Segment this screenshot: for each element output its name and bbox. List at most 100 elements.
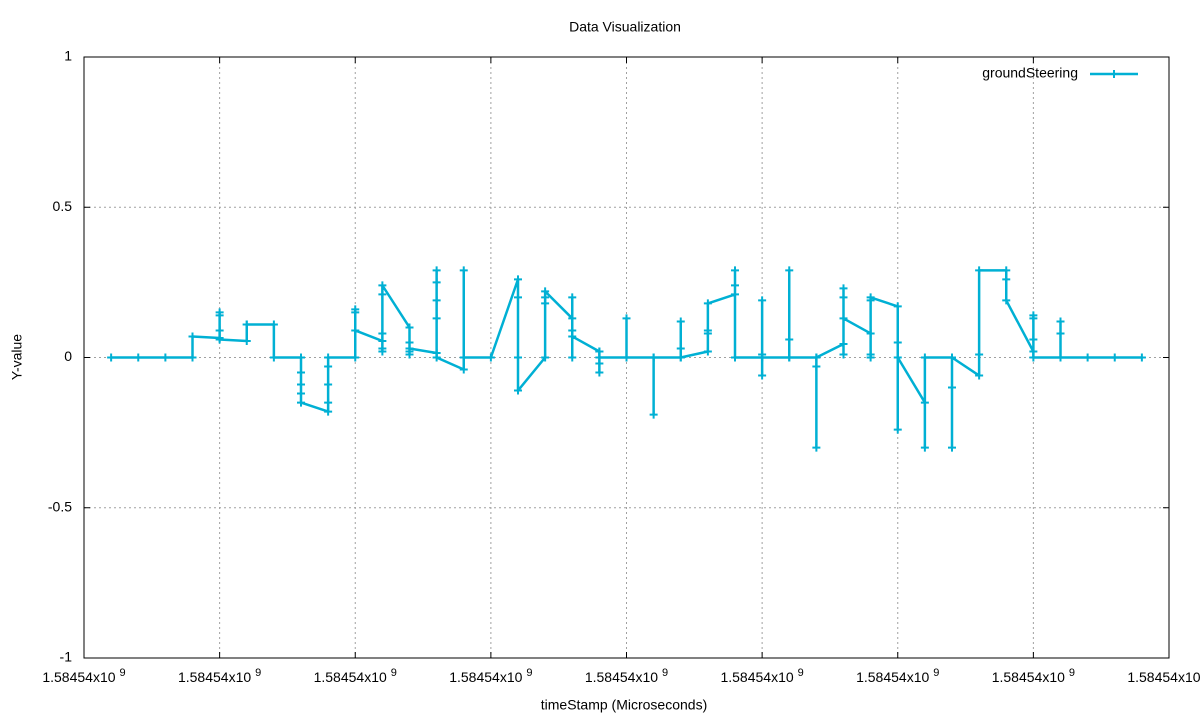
point-marker <box>297 368 305 377</box>
point-marker <box>948 383 956 392</box>
point-marker <box>975 350 984 359</box>
point-marker <box>486 353 495 362</box>
point-marker <box>107 353 116 362</box>
point-marker <box>920 443 929 452</box>
point-marker <box>405 344 414 353</box>
point-marker <box>1137 353 1146 362</box>
point-marker <box>595 353 604 362</box>
point-marker <box>622 353 631 362</box>
point-marker <box>378 336 387 345</box>
x-tick-label-exponent: 9 <box>391 667 397 679</box>
point-marker <box>188 332 197 341</box>
y-tick-label: 0 <box>64 348 72 364</box>
point-marker <box>839 284 848 293</box>
point-marker <box>676 344 685 353</box>
point-marker <box>1002 296 1011 305</box>
point-marker <box>351 326 360 335</box>
point-marker <box>405 323 414 332</box>
point-marker <box>1056 353 1065 362</box>
point-marker <box>297 380 305 389</box>
y-tick-label: 1 <box>64 48 72 64</box>
point-marker <box>324 362 333 371</box>
x-tick-label-base: 1.58454x10 <box>1127 669 1200 685</box>
point-marker <box>351 353 360 362</box>
point-marker <box>975 266 984 275</box>
point-marker <box>378 344 387 353</box>
point-marker <box>975 371 984 380</box>
point-marker <box>866 353 875 362</box>
point-marker <box>676 353 685 362</box>
point-marker <box>297 353 305 362</box>
point-marker <box>839 293 848 302</box>
plot-border <box>83 56 1170 659</box>
point-marker <box>758 296 767 305</box>
point-marker <box>839 350 848 359</box>
point-marker <box>812 443 821 452</box>
point-marker <box>541 287 550 296</box>
point-marker <box>1110 353 1119 362</box>
point-marker <box>866 329 875 338</box>
point-marker <box>324 353 333 362</box>
y-tick-label: -0.5 <box>48 498 72 514</box>
point-marker <box>703 299 712 308</box>
point-marker <box>893 302 902 311</box>
point-marker <box>649 353 658 362</box>
point-marker <box>568 293 577 302</box>
point-marker <box>1029 335 1038 344</box>
x-tick-label-exponent: 9 <box>798 667 804 679</box>
point-marker <box>568 314 577 323</box>
point-marker <box>893 425 902 434</box>
point-marker <box>948 353 956 362</box>
x-tick-label-base: 1.58454x10 <box>992 669 1065 685</box>
point-marker <box>188 353 197 362</box>
point-marker <box>242 320 251 329</box>
x-tick-label-exponent: 9 <box>933 667 939 679</box>
point-marker <box>703 329 712 338</box>
point-marker <box>703 347 712 356</box>
point-marker <box>378 329 387 338</box>
point-marker <box>731 281 739 290</box>
point-marker <box>541 353 550 362</box>
point-marker <box>1083 353 1092 362</box>
x-tick-label: 1.58454x10 9 <box>42 667 125 685</box>
point-marker <box>242 336 251 345</box>
point-marker <box>785 266 794 275</box>
point-marker <box>514 293 522 302</box>
point-marker <box>731 290 739 299</box>
x-tick-label-base: 1.58454x10 <box>314 669 387 685</box>
point-marker <box>839 339 848 348</box>
point-marker <box>948 443 956 452</box>
x-axis-label: timeStamp (Microseconds) <box>541 697 708 713</box>
point-marker <box>324 398 333 407</box>
point-marker <box>514 386 522 395</box>
point-marker <box>649 410 658 419</box>
point-marker <box>920 398 929 407</box>
point-marker <box>676 317 685 326</box>
point-marker <box>731 353 739 362</box>
point-marker <box>785 353 794 362</box>
point-marker <box>758 353 767 362</box>
point-marker <box>134 353 143 362</box>
point-marker <box>1029 353 1038 362</box>
point-marker <box>215 335 224 344</box>
x-tick-label-exponent: 9 <box>526 667 532 679</box>
point-marker <box>432 296 441 305</box>
x-tick-label-base: 1.58454x10 <box>42 669 115 685</box>
point-marker <box>514 275 522 284</box>
point-marker <box>622 314 631 323</box>
point-marker <box>866 293 875 302</box>
point-marker <box>758 371 767 380</box>
point-marker <box>215 311 224 320</box>
x-tick-label-exponent: 9 <box>120 667 126 679</box>
point-marker <box>568 353 577 362</box>
x-tick-label-base: 1.58454x10 <box>178 669 251 685</box>
point-marker <box>1029 311 1038 320</box>
point-marker <box>1002 275 1011 284</box>
point-marker <box>1056 317 1065 326</box>
